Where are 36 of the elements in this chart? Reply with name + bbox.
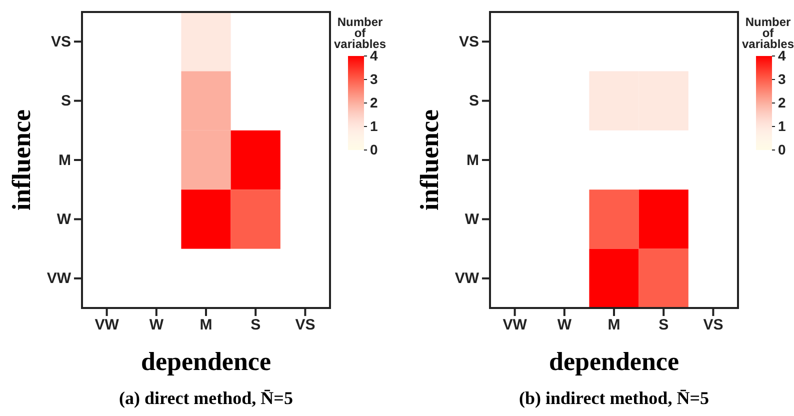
y-tick-label: VS <box>458 33 479 50</box>
color-bar-label: 1 <box>370 118 378 134</box>
y-axis-title: influence <box>415 109 444 211</box>
y-tick-label: S <box>60 92 71 110</box>
text: (a) direct method, N̄=5 <box>119 388 293 408</box>
x-tick-label: VW <box>502 316 528 334</box>
x-tick-label: M <box>608 316 620 334</box>
color-bar-label: 2 <box>778 94 786 110</box>
color-bar-label: 0 <box>370 141 378 158</box>
y-tick-label: VW <box>46 270 72 288</box>
x-tick-label: W <box>149 316 164 334</box>
x-tick-label: S <box>658 316 669 334</box>
y-tick-label: W <box>464 211 480 228</box>
text: (b) indirect method, N̄=5 <box>519 388 709 408</box>
x-tick-label: W <box>557 316 572 334</box>
x-tick-label: M <box>200 316 212 334</box>
y-tick-label: W <box>56 211 72 228</box>
x-tick-label: S <box>250 316 261 334</box>
color-bar-label: 3 <box>778 70 786 87</box>
y-axis-title: influence <box>7 109 36 211</box>
x-axis-title: dependence <box>549 347 679 376</box>
x-axis-title: dependence <box>141 347 271 376</box>
y-tick-label: S <box>468 92 479 110</box>
color-bar-label: 2 <box>370 94 378 110</box>
x-tick-label: VW <box>94 316 120 334</box>
color-bar-label: 3 <box>370 70 378 87</box>
y-tick-label: VW <box>454 270 480 288</box>
y-tick-label: VS <box>50 33 71 50</box>
colorbar: Number of variables 0 1 2 3 4 <box>334 15 386 158</box>
x-tick-label: VS <box>295 316 316 334</box>
color-bar-label: 1 <box>778 118 786 134</box>
y-tick-label: M <box>58 152 71 169</box>
x-tick-label: VS <box>703 316 724 334</box>
color-bar-label: 0 <box>778 141 786 158</box>
colorbar: Number of variables 0 1 2 3 4 <box>742 15 794 158</box>
y-tick-label: M <box>466 152 479 169</box>
